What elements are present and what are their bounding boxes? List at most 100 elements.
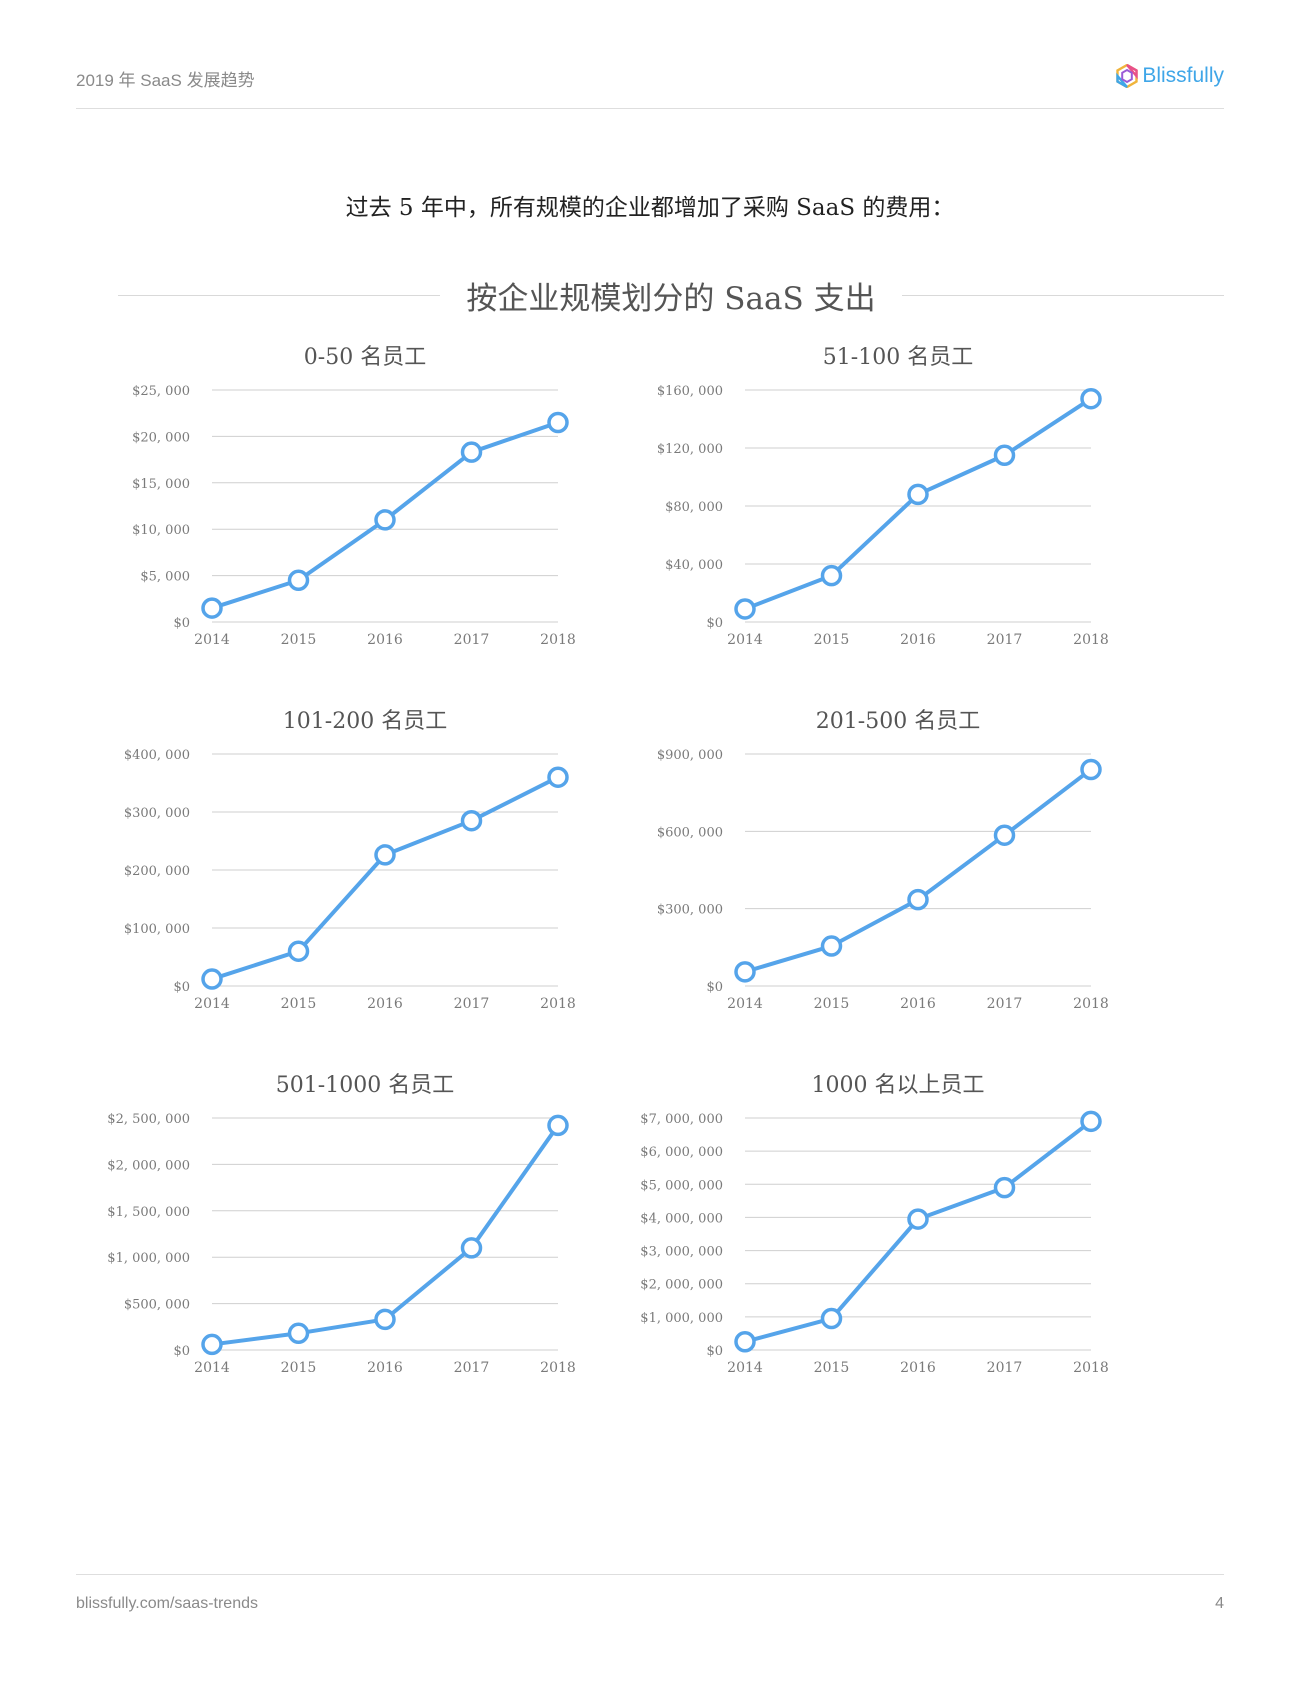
x-tick-label: 2016 — [367, 632, 403, 648]
data-point — [734, 1330, 756, 1353]
x-tick-label: 2017 — [454, 996, 490, 1012]
chart-title: 51-100 名员工 — [823, 345, 973, 370]
data-point — [287, 940, 310, 962]
chart-title: 101-200 名员工 — [283, 709, 447, 734]
section-title-row: 按企业规模划分的 SaaS 支出 — [118, 270, 1224, 320]
y-tick-label: $15, 000 — [132, 477, 190, 492]
x-tick-label: 2018 — [1073, 632, 1109, 648]
y-tick-label: $120, 000 — [657, 442, 723, 457]
y-tick-label: $0 — [706, 1344, 723, 1359]
x-tick-label: 2017 — [987, 632, 1023, 648]
y-tick-label: $80, 000 — [665, 500, 723, 515]
y-tick-label: $900, 000 — [657, 748, 723, 763]
chart-svg: 0-50 名员工 $0 $5, 000 $10, 000 $15, 000 $20, 00… — [132, 345, 576, 648]
x-tick-label: 2015 — [281, 1360, 317, 1376]
y-tick-label: $3, 000, 000 — [640, 1245, 723, 1260]
data-point — [993, 444, 1016, 466]
data-point — [460, 1237, 483, 1259]
data-point — [907, 1208, 929, 1230]
data-point — [993, 824, 1016, 846]
x-tick-label: 2014 — [727, 1360, 763, 1376]
data-point — [1080, 758, 1102, 781]
data-point — [734, 961, 756, 983]
chart-svg: 101-200 名员工 $0 $100, 000 $200, 000 $300, 000… — [124, 709, 576, 1012]
footer-url[interactable]: blissfully.com/saas-trends — [76, 1595, 258, 1612]
data-point — [460, 441, 483, 463]
section-title: 按企业规模划分的 SaaS 支出 — [466, 280, 876, 317]
title-rule-left — [118, 294, 441, 296]
data-point — [993, 1176, 1016, 1199]
blissfully-logo[interactable]: Blissfully — [1115, 62, 1224, 90]
series-line — [744, 767, 1093, 974]
x-tick-label: 2014 — [194, 996, 230, 1012]
y-tick-label: $6, 000, 000 — [640, 1145, 723, 1160]
y-tick-label: $25, 000 — [132, 384, 190, 399]
chart-1000-plus: 1000 名以上员工 $0 $1, 000, 000 $2, 000, 000 $3, … — [633, 1068, 1193, 1398]
y-tick-label: $1, 000, 000 — [640, 1311, 723, 1326]
x-tick-label: 2018 — [540, 996, 576, 1012]
data-point — [374, 509, 396, 531]
y-tick-label: $300, 000 — [657, 903, 723, 918]
chart-svg: 51-100 名员工 $0 $40, 000 $80, 000 $120, 000 $16… — [657, 345, 1109, 648]
page-footer: blissfully.com/saas-trends 4 — [76, 1574, 1224, 1635]
chart-svg: 1000 名以上员工 $0 $1, 000, 000 $2, 000, 000 $3, … — [640, 1073, 1109, 1376]
data-point — [1080, 387, 1102, 410]
x-tick-label: 2014 — [194, 632, 230, 648]
data-point — [547, 411, 569, 434]
x-tick-label: 2015 — [281, 996, 317, 1012]
data-point — [820, 1307, 843, 1330]
x-tick-label: 2017 — [987, 1360, 1023, 1376]
data-point — [374, 1308, 396, 1331]
data-point — [820, 935, 843, 957]
data-point — [547, 766, 569, 788]
x-tick-label: 2014 — [194, 1360, 230, 1376]
y-tick-label: $2, 000, 000 — [107, 1158, 190, 1173]
y-tick-label: $0 — [173, 980, 190, 995]
chart-0-50: 0-50 名员工 $0 $5, 000 $10, 000 $15, 000 $20, 00… — [100, 340, 660, 670]
y-tick-label: $400, 000 — [124, 748, 190, 763]
chart-title: 201-500 名员工 — [816, 709, 980, 734]
y-tick-label: $500, 000 — [124, 1298, 190, 1313]
hexagon-logo-icon — [1116, 64, 1139, 88]
x-tick-label: 2015 — [281, 632, 317, 648]
chart-101-200: 101-200 名员工 $0 $100, 000 $200, 000 $300, 000… — [100, 704, 660, 1034]
y-tick-label: $300, 000 — [124, 806, 190, 821]
chart-svg: 201-500 名员工 $0 $300, 000 $600, 000 $900, 000… — [657, 709, 1109, 1012]
chart-title: 1000 名以上员工 — [812, 1073, 985, 1098]
chart-51-100: 51-100 名员工 $0 $40, 000 $80, 000 $120, 000 $16… — [633, 340, 1193, 670]
y-tick-label: $2, 500, 000 — [107, 1112, 190, 1127]
data-point — [1080, 1110, 1102, 1133]
x-tick-label: 2016 — [900, 1360, 936, 1376]
page-number: 4 — [1215, 1595, 1224, 1612]
data-point — [201, 968, 223, 990]
logo-text: Blissfully — [1142, 64, 1224, 87]
y-tick-label: $100, 000 — [124, 922, 190, 937]
data-point — [460, 809, 483, 832]
title-rule-right — [901, 294, 1224, 296]
data-point — [201, 597, 223, 619]
chart-title: 0-50 名员工 — [304, 345, 426, 370]
x-tick-label: 2017 — [987, 996, 1023, 1012]
y-tick-label: $5, 000, 000 — [640, 1178, 723, 1193]
x-tick-label: 2014 — [727, 632, 763, 648]
x-tick-label: 2018 — [1073, 1360, 1109, 1376]
data-point — [820, 564, 843, 587]
chart-title: 501-1000 名员工 — [276, 1073, 454, 1098]
series-line — [211, 775, 559, 981]
y-tick-label: $20, 000 — [132, 430, 190, 445]
series-line — [744, 1119, 1093, 1344]
data-point — [547, 1114, 569, 1137]
data-point — [374, 844, 396, 866]
header-title: 2019 年 SaaS 发展趋势 — [76, 71, 255, 90]
y-tick-label: $1, 000, 000 — [107, 1251, 190, 1266]
y-tick-label: $7, 000, 000 — [640, 1112, 723, 1127]
data-point — [907, 888, 929, 911]
y-tick-label: $2, 000, 000 — [640, 1278, 723, 1293]
data-point — [907, 483, 929, 506]
x-tick-label: 2017 — [454, 632, 490, 648]
x-tick-label: 2018 — [1073, 996, 1109, 1012]
y-tick-label: $5, 000 — [140, 570, 190, 585]
x-tick-label: 2017 — [454, 1360, 490, 1376]
intro-text: 过去 5 年中，所有规模的企业都增加了采购 SaaS 的费用： — [345, 195, 955, 221]
x-tick-label: 2016 — [900, 632, 936, 648]
